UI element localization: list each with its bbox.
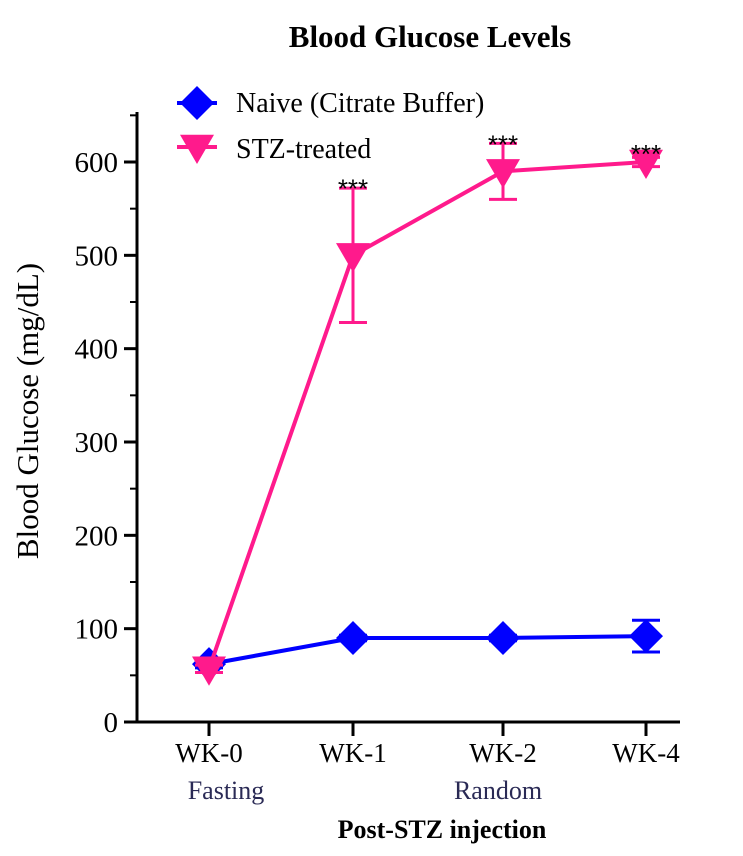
data-point bbox=[336, 243, 370, 273]
x-tick-label: WK-0 bbox=[175, 738, 242, 768]
series-stz bbox=[192, 141, 663, 686]
data-point bbox=[629, 619, 663, 654]
y-tick-label: 0 bbox=[104, 707, 119, 739]
legend-label-stz: STZ-treated bbox=[236, 134, 371, 165]
data-point bbox=[192, 656, 226, 686]
phase-labels: Fasting Random bbox=[188, 776, 542, 805]
y-tick-label: 600 bbox=[75, 147, 119, 179]
axes bbox=[135, 112, 680, 724]
phase-label: Fasting bbox=[188, 776, 265, 805]
significance-stars: *** bbox=[488, 129, 518, 159]
x-axis-title: Post-STZ injection bbox=[338, 815, 547, 844]
y-tick-label: 400 bbox=[75, 334, 119, 366]
legend-label-naive: Naive (Citrate Buffer) bbox=[236, 88, 484, 119]
data-point bbox=[629, 149, 663, 179]
x-tick-label: WK-4 bbox=[612, 738, 680, 768]
legend-marker-triangle-down bbox=[180, 134, 214, 164]
x-ticks: WK-0 WK-1 WK-2 WK-4 bbox=[175, 722, 680, 768]
x-tick-label: WK-2 bbox=[469, 738, 536, 768]
y-tick-label: 300 bbox=[75, 427, 119, 459]
phase-label: Random bbox=[454, 776, 542, 805]
y-tick-label: 200 bbox=[75, 520, 119, 552]
x-tick-label: WK-1 bbox=[319, 738, 386, 768]
data-point bbox=[486, 621, 520, 655]
data-point bbox=[486, 159, 520, 189]
y-axis-title: Blood Glucose (mg/dL) bbox=[10, 263, 45, 559]
significance-annotations: *** *** *** bbox=[338, 129, 661, 203]
legend-item-stz: STZ-treated bbox=[177, 134, 371, 165]
significance-stars: *** bbox=[631, 139, 661, 169]
chart-title: Blood Glucose Levels bbox=[289, 19, 571, 54]
y-ticks: 0 100 200 300 400 500 600 bbox=[75, 114, 137, 739]
series-line bbox=[207, 160, 647, 670]
series-layer bbox=[192, 141, 663, 686]
series-line bbox=[208, 634, 647, 667]
y-tick-label: 100 bbox=[75, 614, 119, 646]
legend-item-naive: Naive (Citrate Buffer) bbox=[177, 86, 484, 120]
data-point bbox=[336, 621, 370, 655]
legend: Naive (Citrate Buffer) STZ-treated bbox=[177, 86, 484, 165]
significance-stars: *** bbox=[338, 173, 368, 203]
series-naive bbox=[192, 618, 663, 682]
y-tick-label: 500 bbox=[75, 240, 119, 272]
